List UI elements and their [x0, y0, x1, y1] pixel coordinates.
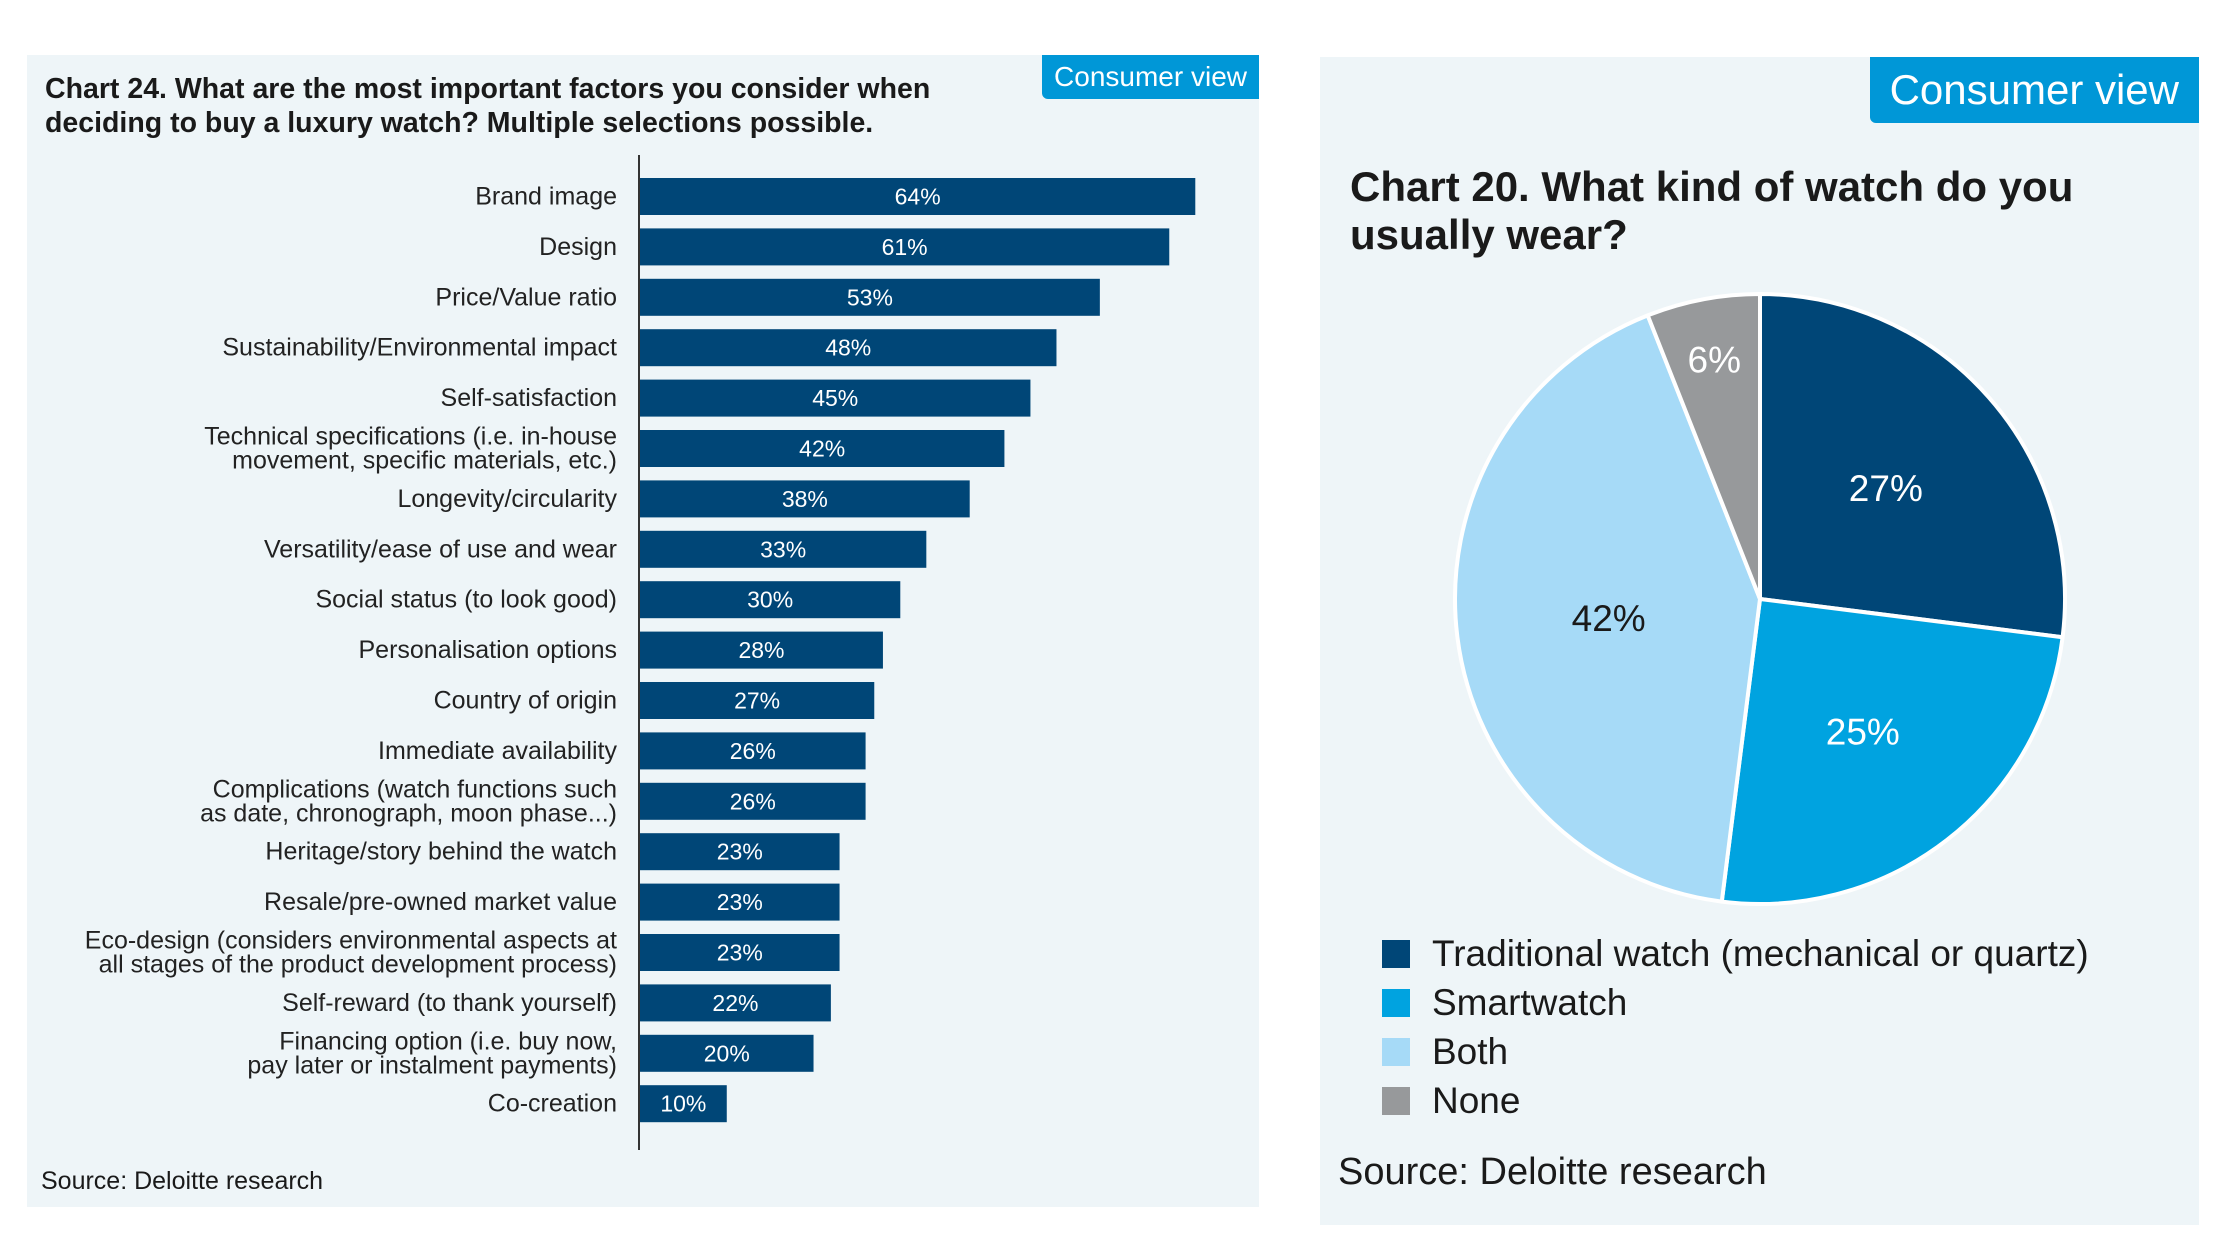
category-label: Sustainability/Environmental impact — [222, 334, 617, 362]
bar — [640, 430, 1005, 467]
bar-chart-title: Chart 24. What are the most important fa… — [45, 73, 931, 139]
category-label: Versatility/ease of use and wear — [264, 535, 617, 563]
category-label: Self-satisfaction — [441, 384, 617, 412]
category-label: Self-reward (to thank yourself) — [282, 989, 617, 1017]
bars — [640, 178, 1196, 1123]
category-label: Personalisation options — [359, 636, 618, 664]
bar-value-label: 33% — [760, 536, 806, 562]
bar — [640, 178, 1196, 215]
bar — [640, 1085, 727, 1123]
category-label: Co-creation — [488, 1090, 617, 1118]
category-labels: Brand image Design Price/Value ratio Sustai… — [85, 183, 618, 1118]
bar-chart: Brand image Design Price/Value ratio Sustai… — [85, 155, 1196, 1150]
pie-slice — [1758, 292, 2067, 640]
bar-value-label: 53% — [847, 284, 893, 310]
pie-slice — [1453, 313, 1762, 904]
pie-value-label: 27% — [1849, 468, 1923, 509]
category-label: Technical specifications (i.e. in-house m… — [204, 423, 617, 475]
bar — [640, 278, 1100, 316]
bar — [640, 984, 831, 1022]
bar-value-label: 30% — [747, 587, 793, 613]
bar — [640, 530, 927, 568]
category-label: Design — [539, 233, 617, 261]
bar — [640, 682, 875, 719]
pie-chart-title: Chart 20. What kind of watch do you usua… — [1350, 163, 2074, 258]
legend-swatch — [1382, 939, 1410, 968]
category-label: Immediate availability — [378, 737, 617, 765]
category-label: Longevity/circularity — [397, 485, 617, 513]
pie-value-label: 25% — [1826, 712, 1900, 753]
category-label: Country of origin — [434, 687, 617, 715]
bar-value-label: 23% — [717, 839, 763, 865]
legend-label: Traditional watch (mechanical or quartz) — [1432, 932, 2089, 974]
legend-swatch — [1382, 1086, 1410, 1115]
legend-item: Traditional watch (mechanical or quartz) — [1382, 929, 2089, 978]
bar-value-label: 26% — [730, 738, 776, 764]
consumer-view-badge: Consumer view — [1869, 57, 2199, 123]
bar-value-label: 26% — [730, 788, 776, 814]
legend-label: Smartwatch — [1432, 981, 1628, 1023]
value-labels: 64% 61% 53% 48% 45% 42% 38% 33% 30% 28% 27% 26% 26% 2… — [660, 184, 940, 1117]
bar — [640, 732, 866, 770]
pie-value-label: 6% — [1688, 339, 1741, 380]
category-label: Social status (to look good) — [315, 586, 617, 614]
bar-value-label: 22% — [712, 990, 758, 1016]
legend-item: Both — [1382, 1027, 2089, 1076]
bar-value-label: 61% — [882, 234, 928, 260]
bar — [640, 782, 866, 820]
bar-value-label: 38% — [782, 486, 828, 512]
bar — [640, 228, 1170, 266]
bar-value-label: 28% — [738, 637, 784, 663]
bar-value-label: 10% — [660, 1091, 706, 1117]
bar — [640, 631, 883, 669]
legend-item: None — [1382, 1076, 2089, 1125]
source-note: Source: Deloitte research — [1338, 1151, 1767, 1193]
bar-value-label: 20% — [704, 1040, 750, 1066]
source-note: Source: Deloitte research — [41, 1167, 324, 1195]
bar-value-label: 23% — [717, 889, 763, 915]
bar-value-label: 42% — [799, 436, 845, 462]
bar — [640, 833, 840, 871]
pie-slice — [1645, 292, 1762, 601]
legend-label: Both — [1432, 1030, 1509, 1072]
bar-value-label: 64% — [895, 184, 941, 210]
bar-value-label: 23% — [717, 940, 763, 966]
bar-value-label: 48% — [825, 335, 871, 361]
bar — [640, 934, 840, 971]
bar — [640, 480, 970, 518]
legend-swatch — [1382, 1037, 1410, 1066]
pie-chart: 27% 25% 42% 6% — [1453, 292, 2067, 906]
pie-slice — [1719, 597, 2065, 906]
legend-item: Smartwatch — [1382, 978, 2089, 1027]
bar — [640, 581, 901, 619]
bar — [640, 379, 1031, 417]
category-label: Financing option (i.e. buy now, pay later… — [247, 1027, 617, 1079]
category-label: Price/Value ratio — [435, 283, 617, 311]
pie-value-label: 42% — [1572, 598, 1646, 639]
pie-chart-panel: Consumer view Chart 20. What kind of wat… — [1320, 57, 2199, 1225]
bar — [640, 883, 840, 921]
legend-swatch — [1382, 988, 1410, 1017]
category-label: Resale/pre-owned market value — [264, 888, 617, 916]
legend-label: None — [1432, 1079, 1521, 1121]
bar — [640, 329, 1057, 367]
pie-value-labels: 27% 25% 42% 6% — [1572, 339, 1923, 752]
bar-chart-panel: Consumer view Chart 24. What are the mos… — [27, 55, 1259, 1207]
pie-legend: Traditional watch (mechanical or quartz)… — [1382, 929, 2089, 1125]
category-label: Eco-design (considers environmental aspe… — [85, 927, 617, 979]
category-label: Brand image — [475, 183, 617, 211]
consumer-view-badge: Consumer view — [1042, 55, 1259, 99]
pie-slices — [1453, 292, 2067, 906]
bar-value-label: 45% — [812, 385, 858, 411]
category-label: Complications (watch functions such as da… — [200, 775, 617, 827]
bar-value-label: 27% — [734, 688, 780, 714]
bar — [640, 1034, 814, 1072]
category-label: Heritage/story behind the watch — [265, 838, 617, 866]
